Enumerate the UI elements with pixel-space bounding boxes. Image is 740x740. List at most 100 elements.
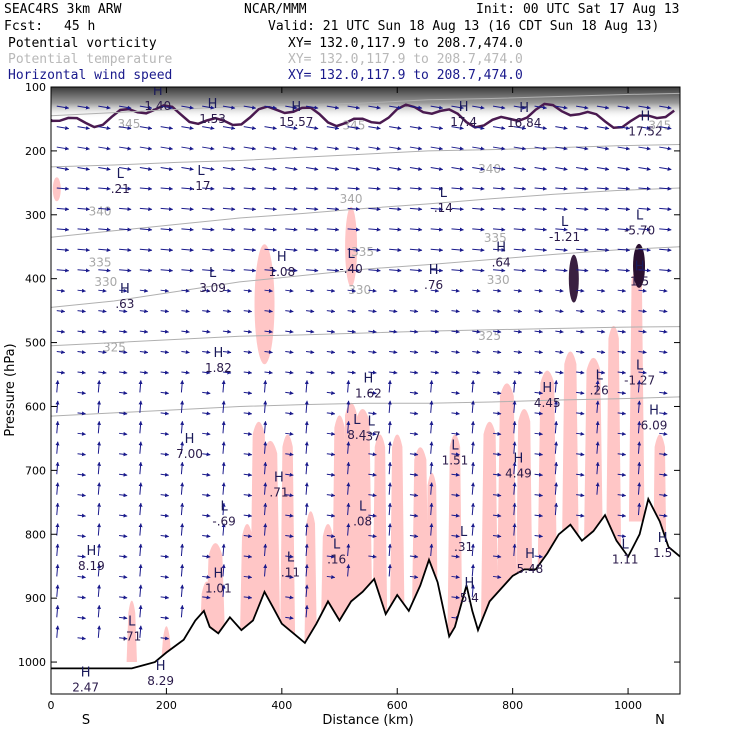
tropopause-pv-contour [51,102,675,129]
wind-vector [326,186,340,191]
extremum-value: 1.01 [205,581,232,595]
extremum-H: H [635,260,645,275]
wind-vector [389,309,398,314]
wind-vector [180,564,185,577]
extremum-L: L [636,359,644,374]
extremum-L: L [333,538,341,553]
wind-vector [97,400,102,413]
wind-vector [576,411,585,416]
wind-vector [264,146,277,151]
wind-vector [368,268,381,273]
extremum-value: .26 [590,383,609,397]
wind-vector [160,186,174,191]
wind-vector [387,564,392,577]
x-tick-label: 0 [48,699,55,712]
wind-vector [326,126,340,130]
wind-vector [659,268,672,273]
wind-vector [243,534,253,539]
wind-vector [202,329,211,334]
wind-vector [534,370,543,375]
wind-vector [77,370,86,375]
wind-vector [576,309,585,314]
wind-vector [637,502,642,516]
wind-vector [409,370,419,375]
wind-vector [409,268,423,273]
wind-vector [285,554,294,559]
wind-vector [638,126,651,130]
wind-vector [513,288,523,293]
extremum-value: 1.82 [205,361,232,375]
wind-vector [138,604,143,618]
wind-vector [555,309,564,314]
wind-vector [512,523,517,536]
wind-vector [429,543,434,557]
wind-vector [451,431,460,436]
y-axis-label: Pressure (hPa) [3,343,18,436]
wind-vector [368,411,377,416]
wind-vector [119,472,128,477]
extremum-value: 8.29 [147,674,174,688]
wind-vector [659,390,668,395]
isentrope-label: 345 [343,118,366,132]
wind-vector [554,380,559,393]
isentrope-340 [51,144,680,168]
wind-vector [243,513,253,518]
wind-vector [202,350,211,355]
wind-vector [56,126,70,130]
wind-vector [138,441,143,454]
wind-vector [659,370,668,375]
pv-column-shading [605,325,622,579]
wind-vector [243,452,253,457]
extremum-H: H [649,403,659,418]
wind-vector [576,390,585,395]
wind-vector [139,126,153,130]
wind-vector [243,472,253,477]
wind-vector [77,227,90,232]
wind-vector [451,493,460,498]
extremum-H: H [464,576,474,591]
wind-vector [202,146,215,151]
wind-vector [472,370,481,375]
wind-vector [637,380,642,393]
wind-vector [492,350,502,355]
wind-vector [77,350,86,355]
pv-column-shading [126,600,137,663]
extremum-value: 1.51 [442,454,469,468]
wind-vector [304,564,309,577]
wind-vector [472,350,481,355]
wind-vector [221,543,226,557]
wind-vector [56,207,70,212]
wind-vector [138,564,143,577]
extremum-value: -.69 [212,514,235,528]
wind-vector [119,227,132,232]
wind-vector [554,502,559,516]
wind-vector [326,575,336,579]
wind-vector [470,543,475,557]
wind-vector [451,227,464,232]
wind-vector [202,248,215,252]
wind-vector [243,288,253,293]
wind-vector [119,268,132,273]
wind-vector [617,534,627,539]
wind-vector [160,411,170,416]
wind-vector [617,166,631,171]
wind-vector [534,288,543,293]
wind-vector [346,420,351,434]
model-name: SEAC4RS 3km ARW [4,2,122,17]
extremum-L: L [460,525,468,540]
wind-vector [326,309,336,314]
wind-vector [576,248,589,252]
wind-vector [55,380,60,393]
wind-vector [181,370,190,375]
wind-vector [409,288,419,293]
extremum-H: H [208,97,218,112]
wind-vector [389,186,402,191]
wind-vector [138,523,143,536]
wind-vector [222,126,236,130]
wind-vector [119,534,128,539]
wind-vector [534,329,543,334]
wind-vector [55,523,60,536]
wind-vector [139,350,149,355]
wind-vector [492,534,502,539]
wind-vector [263,441,268,454]
